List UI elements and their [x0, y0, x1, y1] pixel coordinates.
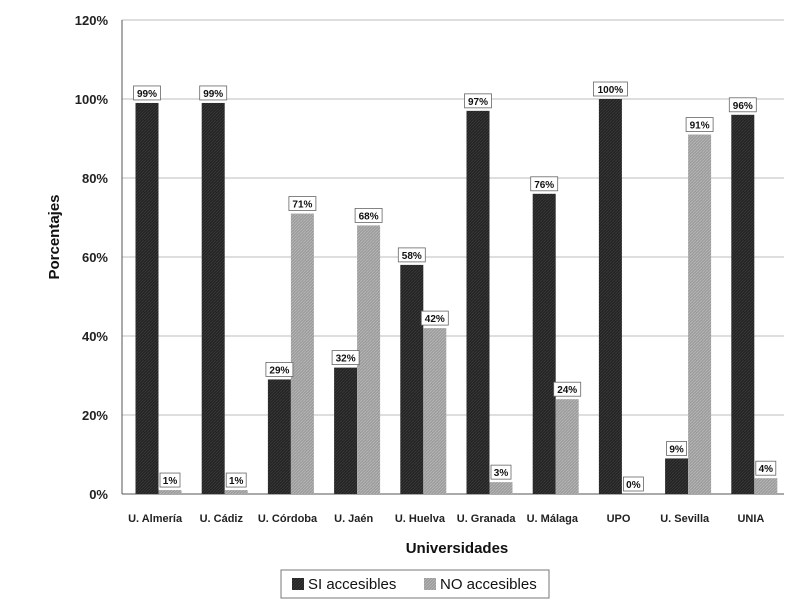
bar-no — [423, 328, 447, 494]
data-label: 9% — [669, 444, 684, 455]
data-label: 32% — [336, 354, 356, 365]
data-label-box — [530, 176, 559, 192]
x-tick-label: U. Córdoba — [258, 513, 318, 525]
y-tick-label: 120% — [75, 13, 109, 28]
x-tick-label: U. Cádiz — [200, 513, 244, 525]
x-tick-label: U. Granada — [457, 513, 517, 525]
data-label-box — [420, 310, 449, 326]
data-label: 99% — [203, 89, 223, 100]
bar-si — [731, 114, 755, 495]
data-label-box — [755, 460, 777, 476]
y-tick-label: 80% — [82, 171, 108, 186]
legend-swatch-no — [424, 578, 436, 590]
data-labels: 99% 1% 99% 1% 29% 71% 32% 68% 58% 42% 97% 3% 76% 24% 1… — [133, 81, 777, 492]
x-tick-label: U. Huelva — [395, 513, 446, 525]
legend-label-no: NO accesibles — [440, 576, 537, 593]
data-label-box — [397, 247, 426, 263]
data-label: 58% — [402, 251, 422, 262]
data-label-box — [225, 472, 247, 488]
x-tick-label: U. Almería — [128, 513, 183, 525]
bar-no — [290, 213, 314, 495]
bar-no — [158, 490, 182, 494]
data-label-box — [623, 476, 644, 492]
data-label: 4% — [759, 464, 774, 475]
y-tick-label: 0% — [89, 487, 108, 502]
bar-no — [688, 134, 712, 495]
data-label-box — [265, 362, 294, 377]
data-label-box — [685, 117, 714, 132]
data-label-box — [553, 381, 582, 397]
bar-si — [665, 458, 689, 494]
bar-no — [555, 399, 579, 494]
legend-frame — [280, 569, 550, 599]
bar-no — [489, 482, 513, 494]
data-label: 3% — [494, 468, 509, 479]
bar-si — [466, 110, 490, 494]
data-label-box — [728, 97, 757, 113]
data-label: 0% — [626, 480, 641, 491]
bar-si — [267, 379, 291, 494]
bar-si — [532, 193, 556, 495]
data-label-box — [288, 196, 317, 211]
legend: SI accesibles NO accesibles — [280, 569, 550, 599]
legend-label-si: SI accesibles — [308, 576, 396, 593]
y-axis-title: Porcentajes — [46, 194, 63, 279]
y-tick-label: 40% — [82, 329, 108, 344]
bar-si — [135, 102, 159, 494]
data-label: 1% — [163, 476, 178, 487]
data-label-box — [666, 441, 687, 456]
x-tick-label: U. Málaga — [527, 513, 579, 525]
data-label-box — [464, 93, 492, 109]
data-label-box — [133, 85, 161, 101]
y-tick-label: 20% — [82, 408, 108, 423]
bar-si — [598, 99, 622, 494]
data-label: 42% — [425, 314, 445, 325]
data-label: 29% — [269, 365, 289, 376]
bar-no — [754, 478, 778, 494]
data-label: 24% — [557, 385, 577, 396]
data-label-box — [593, 81, 628, 97]
data-label: 71% — [292, 200, 312, 211]
data-label-box — [159, 472, 181, 488]
bar-no — [357, 225, 381, 494]
bar-si — [201, 102, 225, 494]
data-label: 100% — [598, 85, 624, 96]
bar-si — [334, 367, 358, 494]
data-label: 68% — [359, 211, 379, 222]
y-tick-label: 60% — [82, 250, 108, 265]
gridlines — [122, 19, 784, 416]
bars — [135, 99, 778, 495]
x-tick-label: UNIA — [737, 513, 764, 525]
x-tick-label: UPO — [607, 513, 631, 525]
x-tick-label: U. Sevilla — [660, 513, 710, 525]
x-axis-title: Universidades — [406, 540, 509, 557]
data-label: 97% — [468, 97, 488, 108]
legend-swatch-si — [292, 578, 304, 590]
y-tick-label: 100% — [75, 92, 109, 107]
bar-si — [400, 264, 424, 494]
data-label: 99% — [137, 89, 157, 100]
data-label: 76% — [534, 180, 554, 191]
data-label-box — [331, 350, 360, 366]
bar-no — [224, 490, 248, 494]
data-label-box — [199, 85, 228, 101]
tick-labels: 0% 20% 40% 60% 80% 100% 120% U. Almería U. Cádiz… — [75, 13, 765, 525]
data-label-box — [490, 464, 512, 480]
data-label: 91% — [690, 121, 710, 132]
data-label: 1% — [229, 476, 244, 487]
x-tick-label: U. Jaén — [334, 513, 373, 525]
data-label-box — [354, 207, 383, 223]
data-label: 96% — [733, 101, 753, 112]
